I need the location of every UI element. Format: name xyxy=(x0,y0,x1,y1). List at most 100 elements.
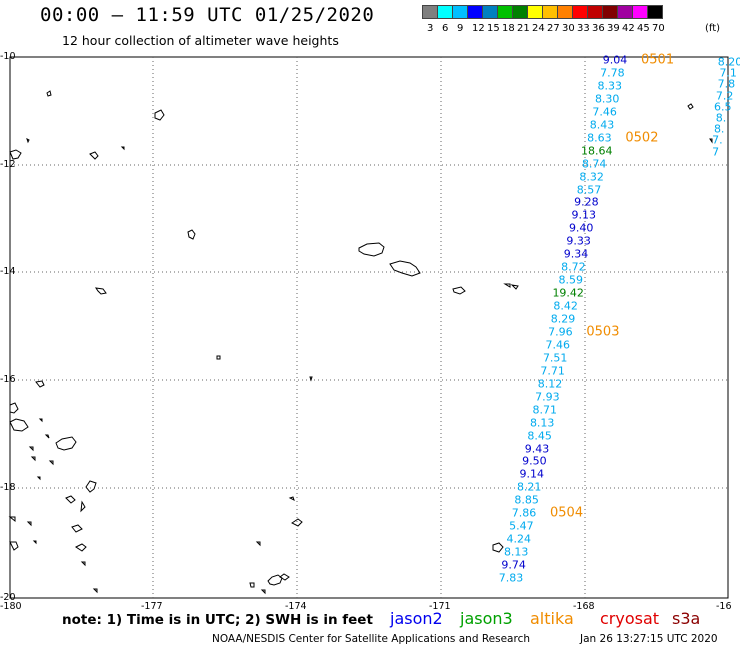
island xyxy=(65,480,97,513)
island xyxy=(9,540,37,551)
island xyxy=(452,283,519,295)
edge-wave-value: 7.2 xyxy=(715,89,734,103)
wave-height-value: 9.14 xyxy=(519,467,545,481)
island xyxy=(187,229,196,240)
wave-height-value: 5.47 xyxy=(509,519,534,533)
color-swatch xyxy=(602,5,618,19)
wave-height-value: 8.57 xyxy=(576,183,602,196)
edge-wave-value: 6.5 xyxy=(714,100,732,114)
wave-height-value: 7.86 xyxy=(511,506,537,520)
color-swatch xyxy=(452,5,468,19)
longitude-tick-label: -174 xyxy=(285,601,307,612)
color-legend-label: 33 xyxy=(577,23,590,34)
island xyxy=(154,109,165,121)
color-legend-label: 9 xyxy=(457,23,464,34)
edge-wave-value: 8. xyxy=(713,122,725,136)
map-svg xyxy=(8,56,729,599)
wave-height-value: 8.12 xyxy=(537,377,563,391)
map-title: 00:00 – 11:59 UTC 01/25/2020 xyxy=(40,4,375,26)
latitude-tick-label: -10 xyxy=(0,51,16,62)
wave-height-value: 8.85 xyxy=(514,493,539,507)
color-legend-label: 39 xyxy=(607,23,620,34)
island xyxy=(9,418,43,432)
color-swatch xyxy=(467,5,483,19)
satellite-legend-item: altika xyxy=(530,609,574,628)
color-legend-label: 45 xyxy=(637,23,650,34)
map-plot: 9.04 7.78 8.33 8.30 7.46 8.43 8.63 18.64 8.74 8.3… xyxy=(8,53,740,599)
island xyxy=(46,90,52,97)
color-swatch xyxy=(437,5,453,19)
edge-wave-value: 7.1 xyxy=(719,66,737,80)
latitude-tick-label: -18 xyxy=(0,482,16,493)
color-legend-label: 18 xyxy=(502,23,515,34)
wave-height-value: 9.43 xyxy=(524,442,550,455)
color-legend-label: 27 xyxy=(547,23,560,34)
wave-height-value: 8.74 xyxy=(581,157,607,171)
island xyxy=(216,355,221,360)
island xyxy=(71,524,87,567)
wave-height-value: 7.83 xyxy=(498,571,524,585)
wave-height-value: 7.71 xyxy=(540,364,565,378)
island-savaii xyxy=(389,260,421,277)
island xyxy=(8,516,32,527)
wave-height-value: 8.43 xyxy=(589,118,615,132)
color-legend xyxy=(422,5,663,19)
pass-time-label: 0502 xyxy=(625,130,659,146)
longitude-tick-label: -171 xyxy=(429,601,451,612)
edge-wave-value: 8.20 xyxy=(717,55,740,69)
wave-height-value: 7.78 xyxy=(600,66,625,80)
island-upolu xyxy=(358,242,385,257)
pass-time-label: 0504 xyxy=(550,505,584,521)
longitude-tick-label: -177 xyxy=(141,601,163,612)
color-swatch xyxy=(542,5,558,19)
color-swatch xyxy=(422,5,438,19)
color-swatch xyxy=(572,5,588,19)
color-legend-label: 21 xyxy=(517,23,530,34)
wave-height-value: 7.46 xyxy=(545,338,571,352)
wave-height-value: 8.63 xyxy=(587,131,612,145)
edge-wave-value: 7 xyxy=(712,145,720,159)
graticule xyxy=(10,57,728,598)
wave-height-value: 8.29 xyxy=(550,312,576,326)
wave-height-value: 8.72 xyxy=(561,260,586,274)
latitude-tick-label: -12 xyxy=(0,159,16,170)
island xyxy=(279,573,290,581)
wave-height-value: 7.46 xyxy=(592,105,617,119)
edge-wave-value: 7.8 xyxy=(717,77,736,91)
island xyxy=(687,103,713,144)
color-swatch xyxy=(617,5,633,19)
color-legend-label: 3 xyxy=(427,23,434,34)
wave-height-value: 8.13 xyxy=(503,545,529,559)
latitude-tick-label: -14 xyxy=(0,266,16,277)
wave-height-value: 8.13 xyxy=(529,416,555,430)
color-legend-label: 6 xyxy=(442,23,449,34)
wave-height-value: 7.93 xyxy=(535,390,560,404)
color-swatch xyxy=(587,5,603,19)
map-frame xyxy=(9,56,729,599)
wave-height-value: 8.33 xyxy=(597,79,623,93)
wave-height-value: 8.32 xyxy=(579,170,604,184)
wave-height-value: 9.28 xyxy=(574,195,599,209)
color-swatch xyxy=(647,5,663,19)
wave-height-value: 9.33 xyxy=(566,234,591,248)
wave-height-value: 9.04 xyxy=(602,53,628,67)
color-legend-label: 24 xyxy=(532,23,545,34)
color-swatch xyxy=(512,5,528,19)
wave-height-value: 9.50 xyxy=(522,454,547,468)
footer-note: note: 1) Time is in UTC; 2) SWH is in fe… xyxy=(62,612,373,628)
island xyxy=(26,138,125,151)
wave-height-value: 8.30 xyxy=(594,92,620,106)
island xyxy=(30,456,54,481)
edge-wave-value: 8. xyxy=(715,111,727,125)
island xyxy=(249,541,283,595)
wave-height-value: 8.45 xyxy=(527,429,552,443)
wave-height-value: 8.21 xyxy=(516,480,542,494)
latitude-tick-label: -16 xyxy=(0,374,16,385)
wave-height-value: 9.74 xyxy=(501,558,526,572)
color-legend-label: 30 xyxy=(562,23,575,34)
color-swatch xyxy=(632,5,648,19)
color-swatch xyxy=(527,5,543,19)
coastlines xyxy=(8,90,713,595)
color-legend-label: 15 xyxy=(487,23,500,34)
